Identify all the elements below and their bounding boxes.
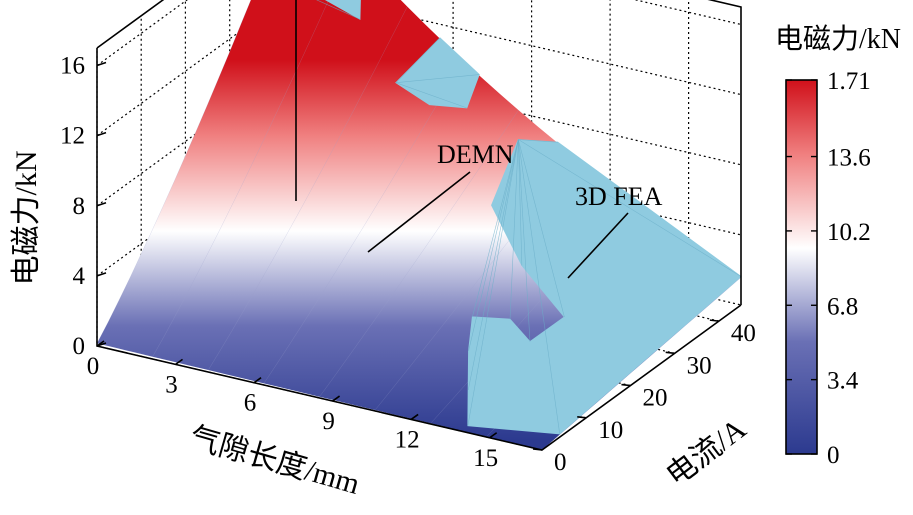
x-tick-mark <box>332 395 341 402</box>
z-tick-label: 0 <box>73 333 86 360</box>
colorbar-tick-label: 0 <box>827 442 840 469</box>
x-axis-title: 气隙长度/mm <box>186 421 363 501</box>
fea-patch-ridge-mesh-line <box>395 37 441 83</box>
fea-patch-right <box>467 139 742 435</box>
z-axis-title: 电磁力/kN <box>10 151 43 286</box>
annotation-leader-demn <box>367 171 471 253</box>
x-tick-label: 3 <box>165 371 178 398</box>
fea-patch-right-mesh-line <box>518 139 565 318</box>
z-tick-mark <box>96 61 107 67</box>
x-tick-label: 9 <box>322 408 335 435</box>
y-tick-label: 20 <box>642 385 667 412</box>
z-tick-label: 16 <box>60 53 85 80</box>
axes-frame <box>96 0 742 451</box>
x-tick-mark <box>410 413 419 421</box>
demn-mesh-line <box>319 109 519 397</box>
y-tick-mark <box>665 351 675 355</box>
fea-patch-ridge-mesh-line <box>395 82 467 109</box>
y-tick-mark <box>709 319 719 322</box>
colorbar-tick-label: 6.8 <box>827 293 858 320</box>
z-axis-ticks: 0 4 8 12 16 <box>60 53 107 360</box>
z-tick-mark <box>96 272 107 277</box>
x-tick-mark <box>175 358 183 366</box>
fea-patch-peak <box>324 0 361 21</box>
fea-patch-right-mesh-line <box>518 139 742 277</box>
y-tick-label: 0 <box>554 449 567 476</box>
grid-z <box>96 0 742 137</box>
y-axis-ticks: 0 10 20 30 40 <box>532 319 756 476</box>
demn-mesh-line <box>96 0 252 344</box>
frame-top <box>96 0 742 305</box>
y-tick-mark <box>577 415 587 419</box>
fea-patch-right-mesh-line <box>467 139 519 391</box>
fea-patch-right-mesh-line <box>467 139 519 426</box>
y-tick-label: 30 <box>687 352 712 379</box>
fea-patch-right-mesh-line <box>518 139 558 143</box>
z-tick-label: 12 <box>60 123 85 150</box>
x-tick-mark <box>96 340 105 347</box>
annotation-fea: 3D FEA <box>575 182 663 211</box>
colorbar-tick-label: 3.4 <box>827 368 859 395</box>
y-tick-mark <box>621 383 631 387</box>
colorbar-tick-label: 10.2 <box>827 219 871 246</box>
fea-patch-right-mesh-line <box>472 139 519 317</box>
colorbar <box>785 79 818 455</box>
colorbar-ticks: 0 3.4 6.8 10.2 13.6 1.71 <box>786 68 871 469</box>
y-tick-mark <box>532 448 543 451</box>
y-axis-title: 电流/A <box>660 412 752 493</box>
annotation-demn: DEMN <box>437 140 514 169</box>
fea-patch-right-mesh-line <box>518 139 531 342</box>
fea-patch-right-mesh-line <box>509 139 519 320</box>
demn-mesh-line <box>152 0 329 357</box>
annotation-leader-fea <box>567 212 629 279</box>
x-tick-mark <box>253 377 262 384</box>
demn-mesh-line <box>263 60 464 384</box>
fea-patch-right-mesh-line <box>518 139 523 266</box>
z-tick-mark <box>96 202 107 207</box>
y-tick-label: 10 <box>598 417 623 444</box>
x-axis-ticks: 0 3 6 9 12 15 <box>87 340 498 472</box>
z-tick-mark <box>96 131 107 137</box>
fea-patch-ridge-mesh-line <box>395 74 480 83</box>
x-tick-label: 6 <box>244 390 257 417</box>
z-tick-label: 8 <box>73 193 86 220</box>
demn-mesh-line <box>208 6 408 371</box>
x-tick-label: 0 <box>87 353 100 380</box>
colorbar-tick-label: 1.71 <box>827 68 871 95</box>
fea-patch-right-mesh-line <box>468 139 519 351</box>
fea-patch-peak-mesh-line <box>316 0 360 20</box>
z-tick-label: 4 <box>73 263 86 290</box>
x-tick-mark <box>489 432 498 439</box>
demn-mesh-line <box>541 277 742 451</box>
x-tick-label: 15 <box>473 445 498 472</box>
colorbar-tick-label: 13.6 <box>827 145 871 172</box>
surface-fea <box>316 0 742 435</box>
y-tick-label: 40 <box>731 320 756 347</box>
frame-front <box>96 48 742 451</box>
fea-patch-right-mesh-line <box>518 139 560 434</box>
colorbar-title: 电磁力/kN <box>775 23 901 55</box>
x-tick-label: 12 <box>395 426 420 453</box>
